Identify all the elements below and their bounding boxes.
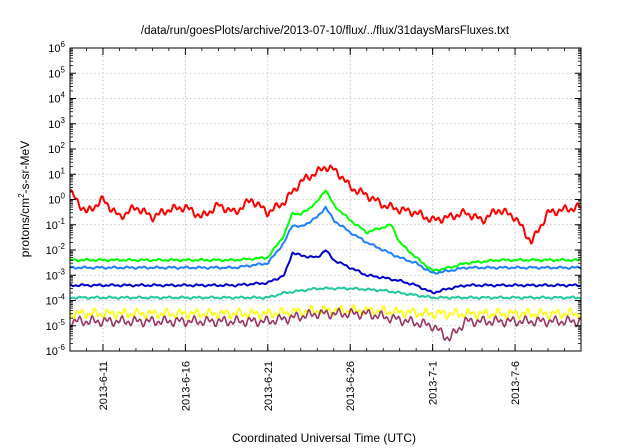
- series-line: [69, 189, 582, 272]
- y-tick-label: 100: [48, 192, 65, 207]
- y-axis-title-main: protons/cm: [18, 198, 32, 257]
- chart-title: /data/run/goesPlots/archive/2013-07-10/f…: [141, 25, 510, 37]
- x-tick-label: 2013-7-6: [510, 361, 522, 405]
- y-axis-title-sup: 2: [17, 193, 26, 198]
- y-tick-label: 102: [48, 141, 65, 156]
- y-axis-title-units: -s-sr-MeV: [18, 141, 32, 194]
- series-line: [69, 304, 582, 321]
- series-line: [69, 164, 581, 245]
- series-line: [69, 307, 582, 342]
- series-line: [70, 286, 582, 300]
- y-axis: 10-6 10-5 10-4 10-3 10-2 10-1 100 101 102 103 104 1…: [46, 40, 581, 358]
- y-tick-label: 105: [48, 65, 65, 80]
- y-axis-title: protons/cm2-s-sr-MeV: [17, 141, 32, 257]
- y-tick-label: 103: [48, 116, 65, 131]
- series-line: [69, 249, 582, 295]
- y-tick-label: 10-5: [46, 318, 66, 333]
- x-axis-title: Coordinated Universal Time (UTC): [232, 431, 416, 445]
- series-lines: [69, 164, 582, 342]
- y-tick-label: 10-2: [46, 242, 66, 257]
- x-tick-label: 2013-7-1: [428, 361, 440, 405]
- y-tick-label: 10-4: [46, 293, 66, 308]
- y-tick-label: 104: [48, 91, 65, 106]
- x-tick-label: 2013-6-21: [263, 361, 275, 411]
- y-tick-label: 10-1: [46, 217, 66, 232]
- x-tick-label: 2013-6-11: [98, 361, 110, 410]
- x-tick-label: 2013-6-16: [180, 361, 192, 411]
- y-tick-label: 106: [48, 40, 65, 55]
- y-tick-label: 101: [48, 166, 65, 181]
- grid: [70, 48, 581, 351]
- x-axis: 2013-6-11 2013-6-16 2013-6-21 2013-6-26 2013…: [69, 48, 582, 411]
- x-tick-label: 2013-6-26: [345, 361, 357, 411]
- y-tick-label: 10-6: [46, 343, 66, 358]
- series-line: [69, 205, 582, 275]
- y-tick-label: 10-3: [46, 267, 66, 282]
